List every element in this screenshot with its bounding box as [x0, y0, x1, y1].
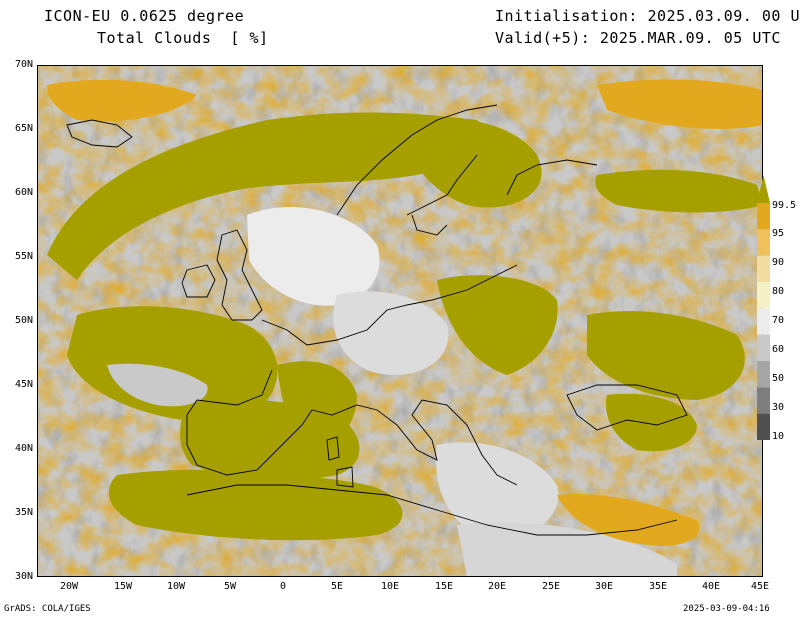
- islands-outline: [326, 436, 354, 488]
- legend-swatch: [757, 229, 770, 256]
- lat-label: 45N: [14, 379, 33, 390]
- clear-north-sea: [247, 206, 380, 306]
- cloud-band-north-atlantic: [47, 112, 484, 280]
- footer-credit: GrADS: COLA/IGES: [4, 604, 91, 614]
- lon-label: 45E: [750, 581, 770, 592]
- coastlines: [66, 104, 688, 536]
- iceland-outline: [66, 119, 133, 148]
- lat-label: 65N: [14, 123, 33, 134]
- legend-label: 30: [772, 402, 785, 413]
- cloud-mediterranean-west: [108, 469, 403, 541]
- cloud-ukraine: [587, 311, 745, 400]
- cloud-russia-north: [595, 169, 763, 213]
- lon-label: 20W: [59, 581, 79, 592]
- britain-outline: [216, 229, 263, 321]
- lon-label: 15E: [434, 581, 454, 592]
- lon-label: 25E: [541, 581, 561, 592]
- legend-label: 70: [772, 315, 785, 326]
- north-africa-outline: [186, 484, 678, 536]
- north-coast-outline: [261, 264, 518, 346]
- lat-label: 60N: [14, 187, 33, 198]
- legend-swatch: [757, 334, 770, 361]
- legend-label: 99.5: [772, 200, 797, 211]
- legend-label: 90: [772, 257, 785, 268]
- lat-label: 35N: [14, 507, 33, 518]
- legend-label: 80: [772, 286, 785, 297]
- clear-central: [333, 291, 449, 375]
- lon-label: 30E: [594, 581, 614, 592]
- variable-title: Total Clouds [ %]: [97, 29, 269, 47]
- legend-label: 60: [772, 344, 785, 355]
- cloud-map: [37, 65, 763, 577]
- lon-label: 20E: [487, 581, 507, 592]
- low-center-eye: [107, 363, 208, 407]
- black-sea-outline: [566, 384, 688, 431]
- legend-swatch: [757, 282, 770, 309]
- legend-swatch: [757, 387, 770, 414]
- lon-label: 35E: [648, 581, 668, 592]
- lat-label: 55N: [14, 251, 33, 262]
- legend-swatch: [757, 203, 770, 230]
- clear-balkans: [436, 442, 559, 538]
- footer-timestamp: 2025-03-09-04:16: [683, 604, 770, 614]
- lon-label: 15W: [113, 581, 133, 592]
- lon-label: 0: [279, 581, 287, 592]
- legend-label: 10: [772, 431, 785, 442]
- legend-swatch: [757, 255, 770, 282]
- lon-label: 10W: [166, 581, 186, 592]
- ireland-outline: [181, 264, 216, 298]
- model-title: ICON-EU 0.0625 degree: [44, 7, 245, 25]
- scandinavia-outline: [336, 104, 498, 236]
- south-europe-outline: [186, 369, 518, 486]
- lat-label: 40N: [14, 443, 33, 454]
- cloud-greenland-sea: [47, 79, 197, 122]
- cloud-scandinavia: [397, 116, 542, 208]
- cloud-poland: [437, 275, 558, 375]
- lon-label: 40E: [701, 581, 721, 592]
- cloud-black-sea: [606, 393, 697, 452]
- valid-time: Valid(+5): 2025.MAR.09. 05 UTC: [495, 29, 781, 47]
- lon-label: 5W: [223, 581, 237, 592]
- cloud-middle-east: [557, 494, 700, 546]
- legend-label: 95: [772, 228, 785, 239]
- legend-arrow: [757, 175, 770, 203]
- lon-label: 10E: [380, 581, 400, 592]
- cloud-low-atlantic: [67, 306, 278, 422]
- clear-africa: [457, 522, 677, 577]
- legend-swatch: [757, 413, 770, 440]
- legend-swatch: [757, 308, 770, 335]
- cloud-map-graphic: [37, 65, 763, 577]
- lon-label: 5E: [330, 581, 344, 592]
- cloud-barents: [597, 79, 763, 130]
- lat-label: 30N: [14, 571, 33, 582]
- map-frame: [37, 65, 763, 577]
- cloud-france: [277, 361, 357, 455]
- legend-swatch: [757, 361, 770, 388]
- colorbar-legend: [757, 175, 770, 440]
- lat-label: 70N: [14, 59, 33, 70]
- finland-outline: [506, 159, 598, 196]
- init-time: Initialisation: 2025.03.09. 00 UTC: [495, 7, 800, 25]
- lat-label: 50N: [14, 315, 33, 326]
- legend-label: 50: [772, 373, 785, 384]
